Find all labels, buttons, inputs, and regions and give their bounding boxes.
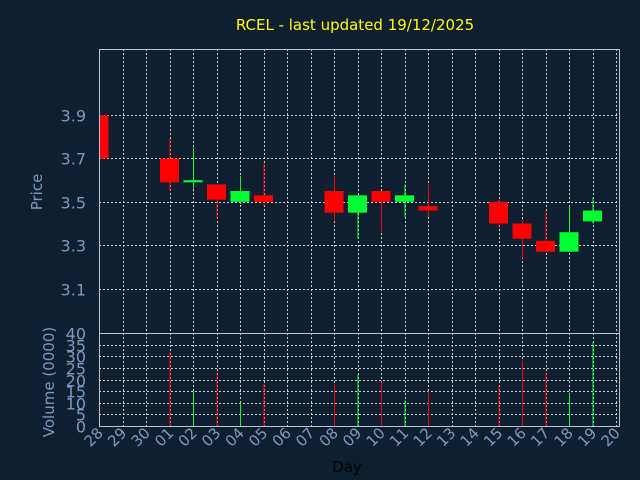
candle-body (512, 223, 532, 239)
price-tick-label: 3.9 (61, 107, 86, 126)
price-tick-label: 3.1 (61, 281, 86, 300)
price-grid (99, 49, 619, 333)
volume-tick-label: 25 (66, 360, 86, 379)
x-axis-ticks: 2829300102030405060708091011121314151617… (81, 424, 624, 450)
candle-body (536, 240, 555, 252)
candle-body (207, 184, 226, 200)
candles (99, 115, 602, 259)
price-axis-ticks: 3.9 3.7 3.5 3.3 3.1 (61, 107, 86, 300)
volume-tick-label: 5 (76, 406, 86, 425)
candle-body (183, 180, 203, 183)
price-tick-label: 3.5 (61, 194, 86, 213)
candle-body (99, 115, 109, 159)
chart-title: RCEL - last updated 19/12/2025 (236, 16, 474, 34)
candle-body (395, 195, 414, 202)
candle-body (559, 232, 579, 252)
candle-body (371, 191, 391, 202)
candle-body (583, 210, 602, 222)
volume-tick-label: 10 (66, 395, 86, 414)
volume-tick-label: 35 (66, 337, 86, 356)
price-axis-label: Price (28, 174, 46, 211)
candle-body (324, 191, 344, 213)
volume-tick-label: 20 (66, 372, 86, 391)
volume-tick-label: 0 (76, 418, 86, 437)
candle-body (418, 206, 438, 211)
volume-tick-label: 15 (66, 383, 86, 402)
candle-body (348, 195, 367, 213)
volume-tick-label: 40 (66, 325, 86, 344)
candle-body (160, 158, 179, 183)
candle-body (254, 195, 273, 202)
volume-bars (169, 342, 594, 426)
candle-body (230, 191, 250, 202)
x-axis-label: Day (332, 458, 362, 476)
price-tick-label: 3.7 (61, 150, 86, 169)
volume-panel-frame (99, 333, 620, 427)
volume-axis-label: Volume (0000) (40, 327, 58, 437)
volume-tick-label: 30 (66, 348, 86, 367)
price-tick-label: 3.3 (61, 237, 86, 256)
candle-body (489, 201, 508, 224)
